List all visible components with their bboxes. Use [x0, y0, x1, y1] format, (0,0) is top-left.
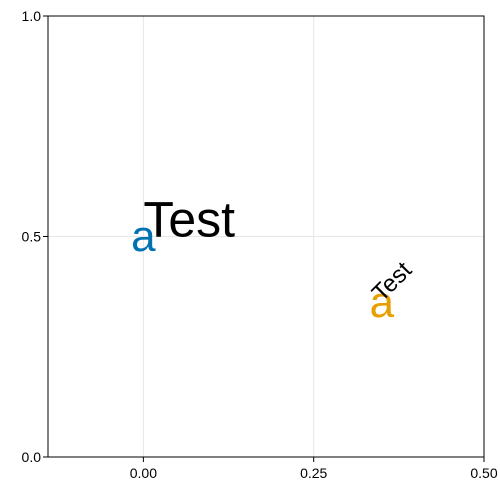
y-tick-label: 0.5	[22, 229, 42, 245]
point-marker: a	[370, 278, 395, 327]
y-tick-label: 0.0	[22, 449, 42, 465]
x-tick-label: 0.00	[130, 465, 157, 481]
y-tick-label: 1.0	[22, 8, 42, 24]
text-annotation: Test	[143, 192, 235, 248]
x-tick-label: 0.50	[470, 465, 497, 481]
axes: 0.00 0.25 0.50 0.0 0.5 1.0	[22, 8, 498, 481]
grid	[48, 16, 484, 457]
point-marker: a	[131, 212, 156, 261]
x-tick-label: 0.25	[300, 465, 327, 481]
